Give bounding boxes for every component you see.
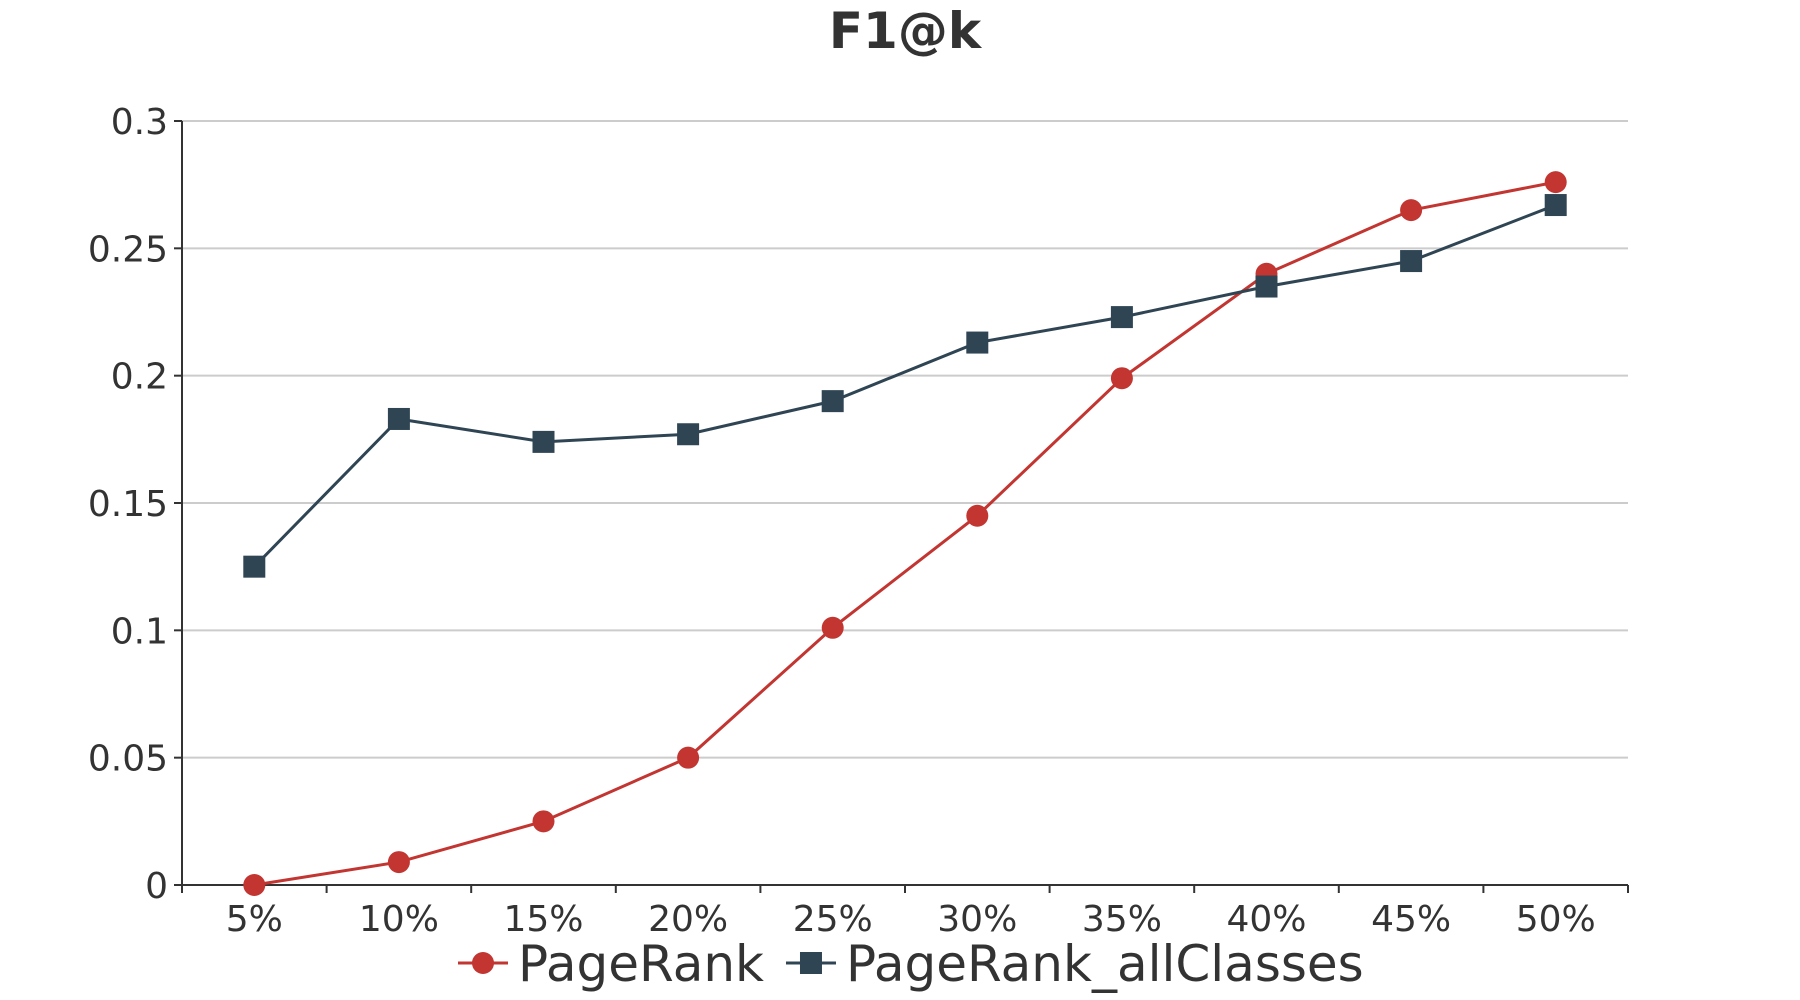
x-tick-label: 10% xyxy=(359,899,439,940)
legend-marker xyxy=(472,952,494,974)
data-point xyxy=(532,810,555,833)
data-point xyxy=(966,504,989,527)
y-tick-label: 0 xyxy=(145,866,168,907)
x-tick-label: 30% xyxy=(937,899,1017,940)
y-tick-label: 0.05 xyxy=(88,739,168,780)
data-point xyxy=(1400,250,1423,273)
data-point xyxy=(1110,306,1133,329)
data-point xyxy=(821,390,844,413)
x-tick-label: 35% xyxy=(1082,899,1162,940)
y-tick-label: 0.2 xyxy=(111,357,168,398)
data-point xyxy=(387,851,410,874)
y-tick-label: 0.1 xyxy=(111,611,168,652)
series xyxy=(243,171,1567,896)
data-point xyxy=(1544,194,1567,217)
y-axis-ticks: 0 0.05 0.1 0.15 0.2 0.25 0.3 xyxy=(88,102,182,907)
data-point xyxy=(1544,171,1567,194)
legend: PageRank PageRank_allClasses xyxy=(458,935,1364,993)
x-tick-label: 50% xyxy=(1516,899,1596,940)
series-0 xyxy=(243,171,1567,896)
chart-title: F1@k xyxy=(829,2,983,60)
data-point xyxy=(1255,275,1278,298)
legend-label: PageRank_allClasses xyxy=(846,935,1364,993)
legend-label: PageRank xyxy=(518,935,764,993)
x-tick-label: 15% xyxy=(503,899,583,940)
y-tick-label: 0.25 xyxy=(88,229,168,270)
series-1 xyxy=(243,194,1567,578)
legend-item: PageRank_allClasses xyxy=(785,935,1364,993)
x-tick-label: 40% xyxy=(1226,899,1306,940)
legend-item: PageRank xyxy=(458,935,764,993)
series-line xyxy=(253,203,1557,568)
y-tick-label: 0.3 xyxy=(111,102,168,143)
x-tick-label: 25% xyxy=(793,899,873,940)
x-axis-ticks: 5% 10% 15% 20% 25% 30% 35% 40% 45% 50% xyxy=(181,885,1629,940)
series-line xyxy=(254,180,1556,887)
data-point xyxy=(243,555,266,578)
data-point xyxy=(1400,199,1423,222)
data-point xyxy=(821,616,844,639)
data-point xyxy=(532,430,555,453)
data-point xyxy=(677,746,700,769)
grid-lines xyxy=(182,120,1628,759)
x-tick-label: 5% xyxy=(226,899,283,940)
data-point xyxy=(1110,367,1133,390)
x-tick-label: 45% xyxy=(1371,899,1451,940)
data-point xyxy=(387,407,410,430)
data-point xyxy=(243,874,266,896)
legend-marker xyxy=(799,952,822,974)
x-tick-label: 20% xyxy=(648,899,728,940)
data-point xyxy=(966,331,989,354)
y-tick-label: 0.15 xyxy=(88,484,168,525)
data-point xyxy=(677,423,700,446)
